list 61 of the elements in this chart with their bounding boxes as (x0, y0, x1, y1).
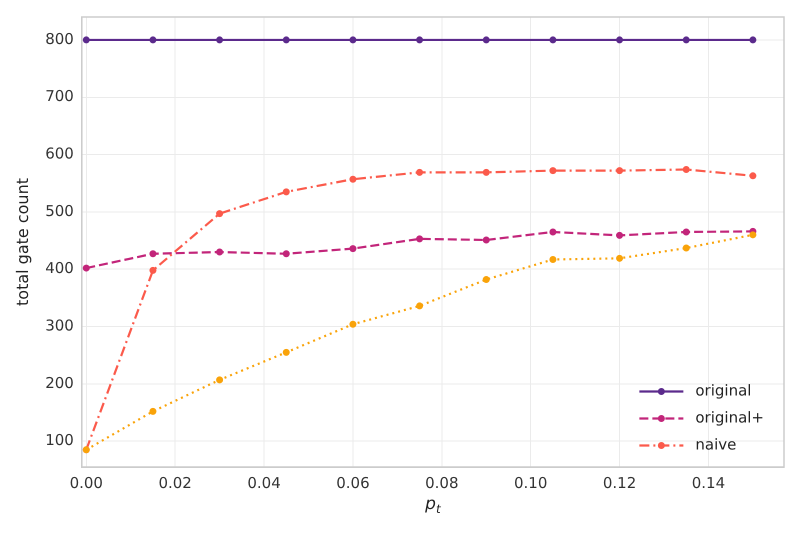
point (216, 36, 224, 44)
point (682, 36, 690, 44)
point (149, 250, 156, 258)
point (682, 244, 690, 252)
point (416, 168, 424, 176)
legend-label: naive (695, 435, 736, 454)
x-tick-label: 0.14 (692, 474, 726, 492)
point (216, 210, 224, 218)
point (549, 256, 556, 263)
point (416, 36, 424, 44)
y-tick-label: 600 (45, 144, 74, 162)
y-tick-label: 300 (45, 316, 74, 334)
point (82, 36, 90, 44)
point (682, 228, 690, 236)
x-tick-label: 0.10 (514, 474, 548, 492)
point (149, 408, 156, 415)
point (616, 36, 624, 44)
y-tick-label: 100 (45, 431, 74, 450)
x-tick-label: 0.06 (336, 474, 370, 492)
point (482, 236, 490, 244)
x-tick-label: 0.08 (425, 474, 459, 492)
y-tick-label: 700 (45, 87, 74, 106)
x-tick-label: 0.04 (247, 474, 281, 492)
y-tick-label: 800 (45, 30, 74, 48)
point (349, 176, 356, 183)
point (149, 266, 156, 274)
legend-label: original+ (695, 408, 764, 426)
point (616, 254, 624, 262)
point (282, 36, 290, 44)
point (282, 348, 290, 356)
point (282, 188, 290, 196)
y-tick-label: 400 (45, 259, 74, 278)
y-tick-label: 200 (45, 374, 74, 392)
point (349, 245, 356, 252)
x-tick-label: 0.12 (602, 474, 636, 492)
point (216, 248, 224, 256)
point (749, 36, 756, 44)
point (416, 302, 424, 310)
point (149, 36, 156, 44)
point (549, 167, 556, 174)
point (482, 36, 490, 44)
point (549, 228, 556, 236)
x-tick-label: 0.02 (158, 474, 192, 492)
point (616, 232, 624, 239)
point (549, 36, 556, 44)
point (282, 250, 290, 258)
point (749, 172, 756, 180)
point (416, 235, 424, 242)
point (682, 166, 690, 173)
y-axis-title: total gate count (12, 178, 32, 306)
point (82, 264, 90, 272)
point (349, 320, 356, 328)
point (216, 376, 224, 384)
legend-label: original (695, 381, 752, 400)
point (482, 168, 490, 176)
x-tick-label: 0.00 (70, 474, 103, 492)
point (749, 231, 756, 238)
point (616, 167, 624, 174)
point (482, 276, 490, 284)
point (349, 36, 356, 44)
y-tick-label: 500 (45, 202, 74, 220)
